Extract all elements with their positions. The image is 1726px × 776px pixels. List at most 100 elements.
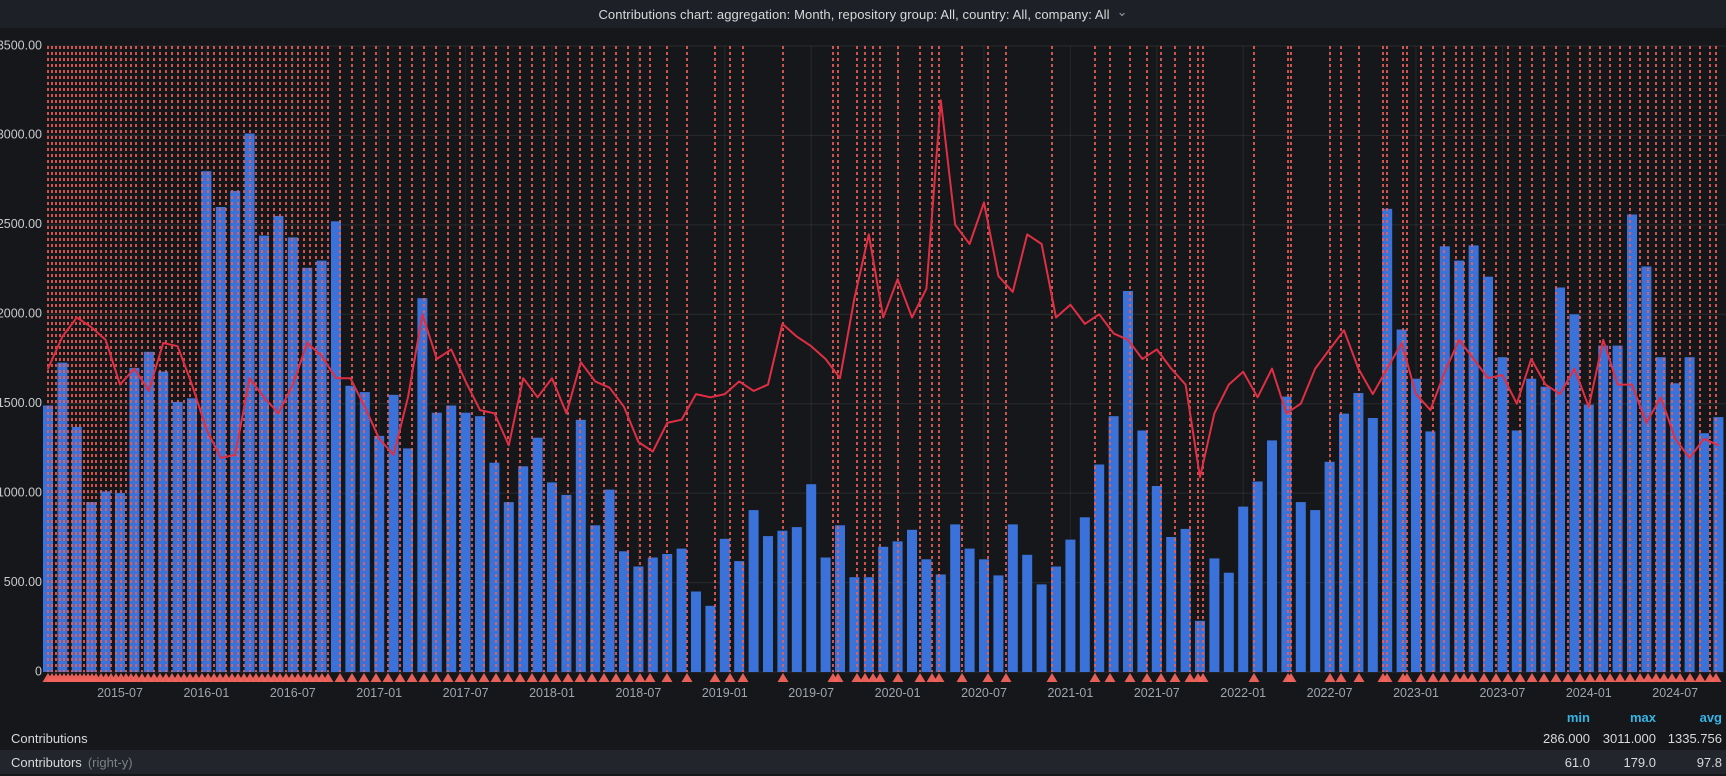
annotation-marker-icon[interactable] — [1124, 673, 1136, 682]
panel-title[interactable]: Contributions chart: aggregation: Month,… — [598, 6, 1110, 22]
annotation-marker-icon[interactable] — [1324, 673, 1336, 682]
annotation-marker-icon[interactable] — [382, 673, 394, 682]
annotation-marker-icon[interactable] — [832, 673, 844, 682]
annotation-marker-icon[interactable] — [358, 673, 370, 682]
annotation-marker-icon[interactable] — [406, 673, 418, 682]
annotation-marker-icon[interactable] — [737, 673, 749, 682]
annotation-marker-icon[interactable] — [1624, 673, 1636, 682]
annotation-marker-icon[interactable] — [851, 673, 863, 682]
annotation-marker-icon[interactable] — [514, 673, 526, 682]
annotation-marker-icon[interactable] — [394, 673, 406, 682]
annotation-marker-icon[interactable] — [598, 673, 610, 682]
annotation-marker-icon[interactable] — [661, 673, 673, 682]
annotation-marker-icon[interactable] — [1674, 673, 1686, 682]
annotation-marker-icon[interactable] — [1184, 673, 1196, 682]
annotation-marker-icon[interactable] — [1562, 673, 1574, 682]
annotation-marker-icon[interactable] — [1604, 673, 1616, 682]
annotation-marker-icon[interactable] — [574, 673, 586, 682]
annotation-marker-icon[interactable] — [892, 673, 904, 682]
annotation-marker-icon[interactable] — [1089, 673, 1101, 682]
annotation-marker-icon[interactable] — [586, 673, 598, 682]
annotation-marker-icon[interactable] — [859, 673, 871, 682]
annotation-marker-icon[interactable] — [1594, 673, 1606, 682]
legend-label[interactable]: Contributors — [11, 754, 82, 770]
annotation-marker-icon[interactable] — [370, 673, 382, 682]
annotation-marker-icon[interactable] — [1514, 673, 1526, 682]
annotation-marker-icon[interactable] — [1538, 673, 1550, 682]
annotation-marker-icon[interactable] — [1684, 673, 1696, 682]
chevron-down-icon[interactable]: ⌄ — [1116, 4, 1128, 19]
annotation-marker-icon[interactable] — [1658, 673, 1670, 682]
annotation-marker-icon[interactable] — [1141, 673, 1153, 682]
annotation-marker-icon[interactable] — [1169, 673, 1181, 682]
annotation-marker-icon[interactable] — [1353, 673, 1365, 682]
annotation-marker-icon[interactable] — [926, 673, 938, 682]
annotation-marker-icon[interactable] — [1584, 673, 1596, 682]
annotation-marker-icon[interactable] — [1490, 673, 1502, 682]
annotation-marker-icon[interactable] — [1634, 673, 1646, 682]
annotation-marker-icon[interactable] — [442, 673, 454, 682]
annotation-marker-icon[interactable] — [1574, 673, 1586, 682]
annotation-marker-icon[interactable] — [1614, 673, 1626, 682]
annotation-marker-icon[interactable] — [418, 673, 430, 682]
annotation-marker-icon[interactable] — [1415, 673, 1427, 682]
annotation-marker-icon[interactable] — [1104, 673, 1116, 682]
legend-header-max[interactable]: max — [1629, 709, 1656, 725]
annotation-marker-icon[interactable] — [430, 673, 442, 682]
annotation-marker-icon[interactable] — [478, 673, 490, 682]
annotation-marker-icon[interactable] — [1427, 673, 1439, 682]
annotation-marker-icon[interactable] — [709, 673, 721, 682]
annotation-marker-icon[interactable] — [562, 673, 574, 682]
annotation-marker-icon[interactable] — [334, 673, 346, 682]
annotation-marker-icon[interactable] — [914, 673, 926, 682]
annotation-marker-icon[interactable] — [1694, 673, 1706, 682]
annotation-marker-icon[interactable] — [1381, 673, 1393, 682]
annotation-marker-icon[interactable] — [346, 673, 358, 682]
annotation-marker-icon[interactable] — [1155, 673, 1167, 682]
annotation-marker-icon[interactable] — [1650, 673, 1662, 682]
annotation-marker-icon[interactable] — [1438, 673, 1450, 682]
annotation-marker-icon[interactable] — [634, 673, 646, 682]
annotation-marker-icon[interactable] — [526, 673, 538, 682]
annotation-marker-icon[interactable] — [1248, 673, 1260, 682]
annotation-marker-icon[interactable] — [874, 673, 886, 682]
legend-header-min[interactable]: min — [1566, 709, 1590, 725]
legend-header-avg[interactable]: avg — [1699, 709, 1722, 725]
annotation-marker-icon[interactable] — [982, 673, 994, 682]
annotation-marker-icon[interactable] — [322, 673, 334, 682]
annotation-marker-icon[interactable] — [1401, 673, 1413, 682]
annotation-marker-icon[interactable] — [1335, 673, 1347, 682]
annotation-marker-icon[interactable] — [1000, 673, 1012, 682]
annotation-marker-icon[interactable] — [1285, 673, 1297, 682]
annotation-marker-icon[interactable] — [956, 673, 968, 682]
annotation-marker-icon[interactable] — [1710, 673, 1722, 682]
annotation-marker-icon[interactable] — [610, 673, 622, 682]
annotation-marker-icon[interactable] — [1450, 673, 1462, 682]
annotation-marker-icon[interactable] — [1478, 673, 1490, 682]
annotation-marker-icon[interactable] — [622, 673, 634, 682]
annotation-marker-icon[interactable] — [644, 673, 656, 682]
annotation-marker-icon[interactable] — [1502, 673, 1514, 682]
annotation-marker-icon[interactable] — [550, 673, 562, 682]
annotation-marker-icon[interactable] — [1458, 673, 1470, 682]
annotation-marker-icon[interactable] — [502, 673, 514, 682]
annotation-marker-icon[interactable] — [490, 673, 502, 682]
annotation-marker-icon[interactable] — [681, 673, 693, 682]
annotation-marker-icon[interactable] — [867, 673, 879, 682]
legend-row-contributions[interactable]: Contributions 286.000 3011.000 1335.756 — [0, 726, 1726, 750]
annotation-marker-icon[interactable] — [1466, 673, 1478, 682]
annotation-marker-icon[interactable] — [466, 673, 478, 682]
annotation-marker-icon[interactable] — [1526, 673, 1538, 682]
annotation-marker-icon[interactable] — [1197, 673, 1209, 682]
annotation-marker-icon[interactable] — [1642, 673, 1654, 682]
contributions-chart[interactable]: 3500.00 3000.00 2500.00 2000.00 1500.00 1000.… — [0, 28, 1726, 704]
annotation-marker-icon[interactable] — [454, 673, 466, 682]
annotation-marker-icon[interactable] — [724, 673, 736, 682]
legend-label[interactable]: Contributions — [11, 730, 88, 746]
legend-row-contributors[interactable]: Contributors (right-y) 61.0 179.0 97.8 — [0, 750, 1726, 774]
annotation-marker-icon[interactable] — [1666, 673, 1678, 682]
annotation-marker-icon[interactable] — [1046, 673, 1058, 682]
annotation-marker-icon[interactable] — [933, 673, 945, 682]
annotation-marker-icon[interactable] — [538, 673, 550, 682]
annotation-marker-icon[interactable] — [777, 673, 789, 682]
